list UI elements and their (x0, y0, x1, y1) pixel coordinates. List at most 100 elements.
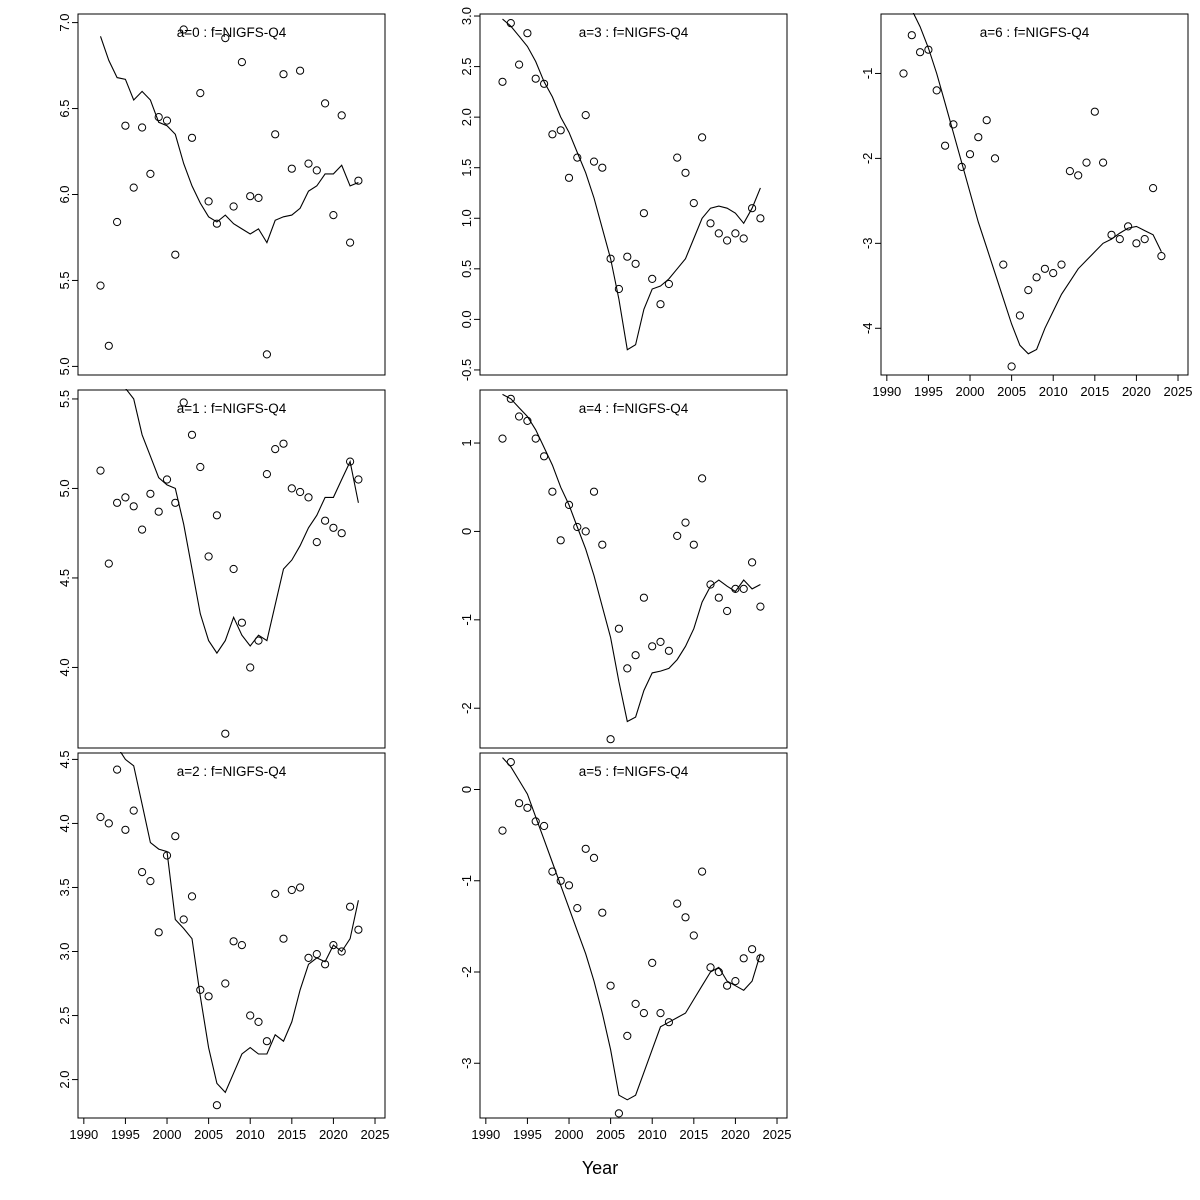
obs-point (614, 284, 624, 294)
obs-point (990, 154, 1000, 163)
obs-point (121, 493, 130, 502)
y-tick-label: 1.5 (459, 159, 474, 177)
obs-point (96, 466, 105, 475)
obs-point (656, 637, 665, 647)
obs-point (957, 162, 966, 171)
obs-point (204, 552, 213, 561)
obs-point (748, 945, 757, 954)
obs-point (564, 173, 574, 182)
obs-point (204, 992, 213, 1001)
obs-point (96, 281, 105, 290)
obs-point (304, 493, 313, 502)
obs-point (681, 518, 690, 527)
x-tick-label: 2000 (555, 1127, 584, 1142)
obs-point (573, 522, 582, 532)
obs-point (1099, 158, 1108, 167)
obs-point (212, 1101, 221, 1110)
panel-a6: a=6 : f=NIGFS-Q4 -4 -3 -2 -1 1990 1995 2000 2005… (860, 13, 1193, 399)
y-tick-label: -1 (860, 68, 875, 80)
panel-title: a=6 : f=NIGFS-Q4 (980, 25, 1090, 40)
obs-point (221, 979, 230, 988)
x-tick-label: 2015 (1080, 384, 1109, 399)
obs-points (96, 765, 363, 1110)
y-tick-label: -1 (459, 875, 474, 887)
obs-point (631, 999, 640, 1009)
fit-line (125, 389, 359, 655)
obs-point (104, 559, 113, 568)
obs-point (113, 765, 122, 774)
obs-point (1090, 107, 1099, 116)
obs-point (689, 199, 698, 208)
obs-point (296, 66, 305, 75)
obs-point (287, 484, 296, 493)
obs-point (556, 536, 565, 545)
obs-point (171, 250, 180, 259)
obs-point (162, 851, 172, 860)
obs-point (548, 487, 557, 496)
obs-point (598, 908, 607, 917)
obs-point (899, 69, 908, 78)
obs-point (982, 116, 991, 125)
obs-point (614, 1109, 624, 1118)
obs-point (179, 398, 188, 407)
obs-point (279, 439, 288, 448)
obs-point (564, 881, 574, 890)
obs-point (739, 584, 748, 594)
obs-point (623, 252, 632, 261)
y-tick-label: -2 (459, 966, 474, 978)
panel-title: a=2 : f=NIGFS-Q4 (177, 764, 287, 779)
obs-point (731, 977, 740, 986)
obs-point (246, 192, 255, 201)
obs-point (689, 540, 698, 549)
obs-point (731, 584, 740, 594)
y-tick-label: 0.5 (459, 260, 474, 278)
obs-point (321, 99, 330, 108)
obs-point (287, 885, 296, 895)
obs-point (1115, 235, 1124, 244)
x-tick-label: 1995 (513, 1127, 542, 1142)
obs-point (196, 462, 205, 472)
obs-points (96, 25, 363, 359)
y-tick-label: 5.5 (57, 271, 72, 289)
fit-line (502, 393, 761, 723)
obs-point (1157, 252, 1166, 261)
obs-point (162, 475, 172, 484)
y-tick-label: 5.5 (57, 390, 72, 408)
obs-point (623, 1031, 632, 1041)
obs-point (907, 31, 916, 40)
obs-point (924, 45, 933, 54)
fit-line (912, 13, 1162, 355)
obs-point (237, 618, 246, 627)
obs-point (329, 941, 338, 950)
obs-point (606, 981, 615, 990)
obs-point (564, 500, 574, 509)
x-tick-label: 2005 (596, 1127, 625, 1142)
obs-point (548, 130, 557, 139)
y-tick-label: -2 (459, 702, 474, 714)
obs-point (723, 606, 732, 616)
y-tick-label: 4.0 (57, 658, 72, 676)
obs-point (254, 636, 263, 645)
panel-a0: a=0 : f=NIGFS-Q4 5.0 5.5 6.0 6.5 7.0 (57, 13, 386, 376)
obs-point (346, 238, 355, 247)
obs-point (706, 963, 715, 972)
obs-point (196, 985, 205, 995)
x-tick-label: 2025 (1164, 384, 1193, 399)
x-tick-label: 2010 (1039, 384, 1068, 399)
y-tick-label: 2.5 (459, 58, 474, 76)
obs-point (714, 967, 723, 977)
obs-point (639, 593, 649, 602)
obs-point (531, 434, 540, 443)
obs-point (656, 1009, 665, 1018)
obs-point (606, 735, 615, 744)
obs-points (498, 394, 765, 744)
obs-point (540, 452, 549, 461)
obs-point (714, 593, 723, 602)
obs-point (304, 953, 313, 963)
obs-point (312, 166, 321, 175)
obs-point (1049, 269, 1058, 278)
obs-point (916, 48, 925, 57)
y-tick-label: 1.0 (459, 209, 474, 227)
obs-point (121, 121, 130, 130)
obs-point (346, 902, 355, 911)
